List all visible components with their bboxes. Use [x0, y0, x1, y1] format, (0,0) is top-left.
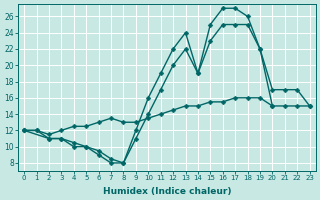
X-axis label: Humidex (Indice chaleur): Humidex (Indice chaleur) [103, 187, 231, 196]
